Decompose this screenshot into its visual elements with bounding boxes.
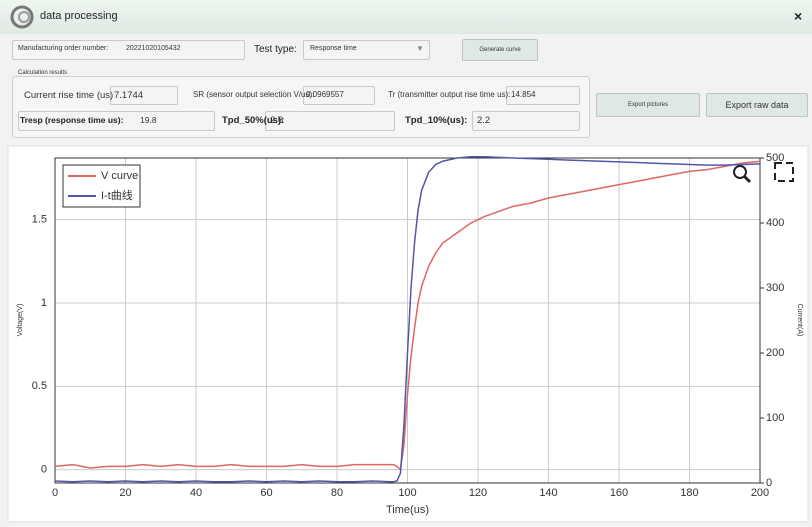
field-label: SR (sensor output selection V/us):: [193, 90, 315, 99]
y-tick-label: 0.5: [32, 380, 47, 392]
export-pictures-button[interactable]: Export pictures: [596, 93, 700, 117]
field-box: [303, 86, 375, 105]
field-box: [18, 111, 215, 131]
zoom-icon[interactable]: [733, 165, 752, 184]
y2-tick-label: 300: [766, 282, 784, 294]
legend-box: [62, 164, 141, 208]
title-bar: [0, 0, 812, 34]
y-axis-label: Voltage(V): [17, 304, 24, 337]
order-value: 20221020105432: [126, 45, 181, 52]
field-box: [265, 111, 395, 131]
field-value: 19.8: [140, 115, 157, 125]
fullscreen-icon[interactable]: [774, 162, 794, 182]
y2-tick-label: 200: [766, 347, 784, 359]
series-line: [54, 155, 761, 483]
field-value: 7.1744: [114, 90, 144, 101]
field-label: Tr (transmitter output rise time us):: [388, 90, 511, 99]
y-tick-label: 0: [41, 464, 47, 476]
y-tick-label: 1.5: [32, 214, 47, 226]
x-tick-label: 100: [398, 487, 416, 499]
legend-label: V curve: [101, 170, 138, 182]
series-line: [54, 160, 761, 472]
field-label: Tpd_10%(us):: [405, 115, 468, 126]
x-tick-label: 140: [539, 487, 557, 499]
field-value: 14.854: [511, 90, 536, 99]
field-label: Tpd_50%(us):: [222, 115, 285, 126]
x-tick-label: 160: [610, 487, 628, 499]
field-value: 2.2: [477, 115, 491, 126]
results-group-label: Calculation results: [18, 70, 68, 76]
x-tick-label: 120: [469, 487, 487, 499]
order-label: Manufacturing order number:: [18, 45, 109, 52]
legend-label: I-t曲线: [101, 188, 133, 202]
field-value: 0.0969557: [306, 90, 344, 99]
close-button[interactable]: ×: [794, 8, 803, 24]
test-type-value: Response time: [310, 45, 357, 52]
x-tick-label: 180: [680, 487, 698, 499]
x-tick-label: 200: [751, 487, 769, 499]
field-value: 2.6: [270, 115, 284, 126]
y2-tick-label: 100: [766, 412, 784, 424]
field-box: [506, 86, 580, 105]
window-title: data processing: [40, 10, 118, 22]
x-tick-label: 0: [52, 487, 58, 499]
dropdown-arrow: ▼: [416, 44, 424, 53]
y2-tick-label: 500: [766, 152, 784, 164]
order-input[interactable]: [12, 40, 245, 60]
test-type-label: Test type:: [254, 44, 297, 55]
export-raw-button[interactable]: Export raw data: [706, 93, 808, 117]
field-label: Tresp (response time us):: [20, 115, 124, 125]
test-type-select[interactable]: [303, 40, 430, 60]
y2-tick-label: 0: [766, 477, 772, 489]
logo: [10, 5, 34, 29]
field-label: Current rise time (us): [24, 90, 114, 101]
field-box: [472, 111, 580, 131]
y2-tick-label: 400: [766, 217, 784, 229]
x-tick-label: 20: [119, 487, 131, 499]
generate-button[interactable]: Generate curve: [462, 39, 538, 61]
x-tick-label: 80: [331, 487, 343, 499]
y-tick-label: 1: [41, 297, 47, 309]
x-tick-label: 60: [260, 487, 272, 499]
x-tick-label: 40: [190, 487, 202, 499]
plot-frame: [54, 157, 761, 484]
x-axis-label: Time(us): [386, 504, 429, 516]
field-box: [110, 86, 178, 105]
y2-axis-label: Current(A): [796, 304, 803, 337]
